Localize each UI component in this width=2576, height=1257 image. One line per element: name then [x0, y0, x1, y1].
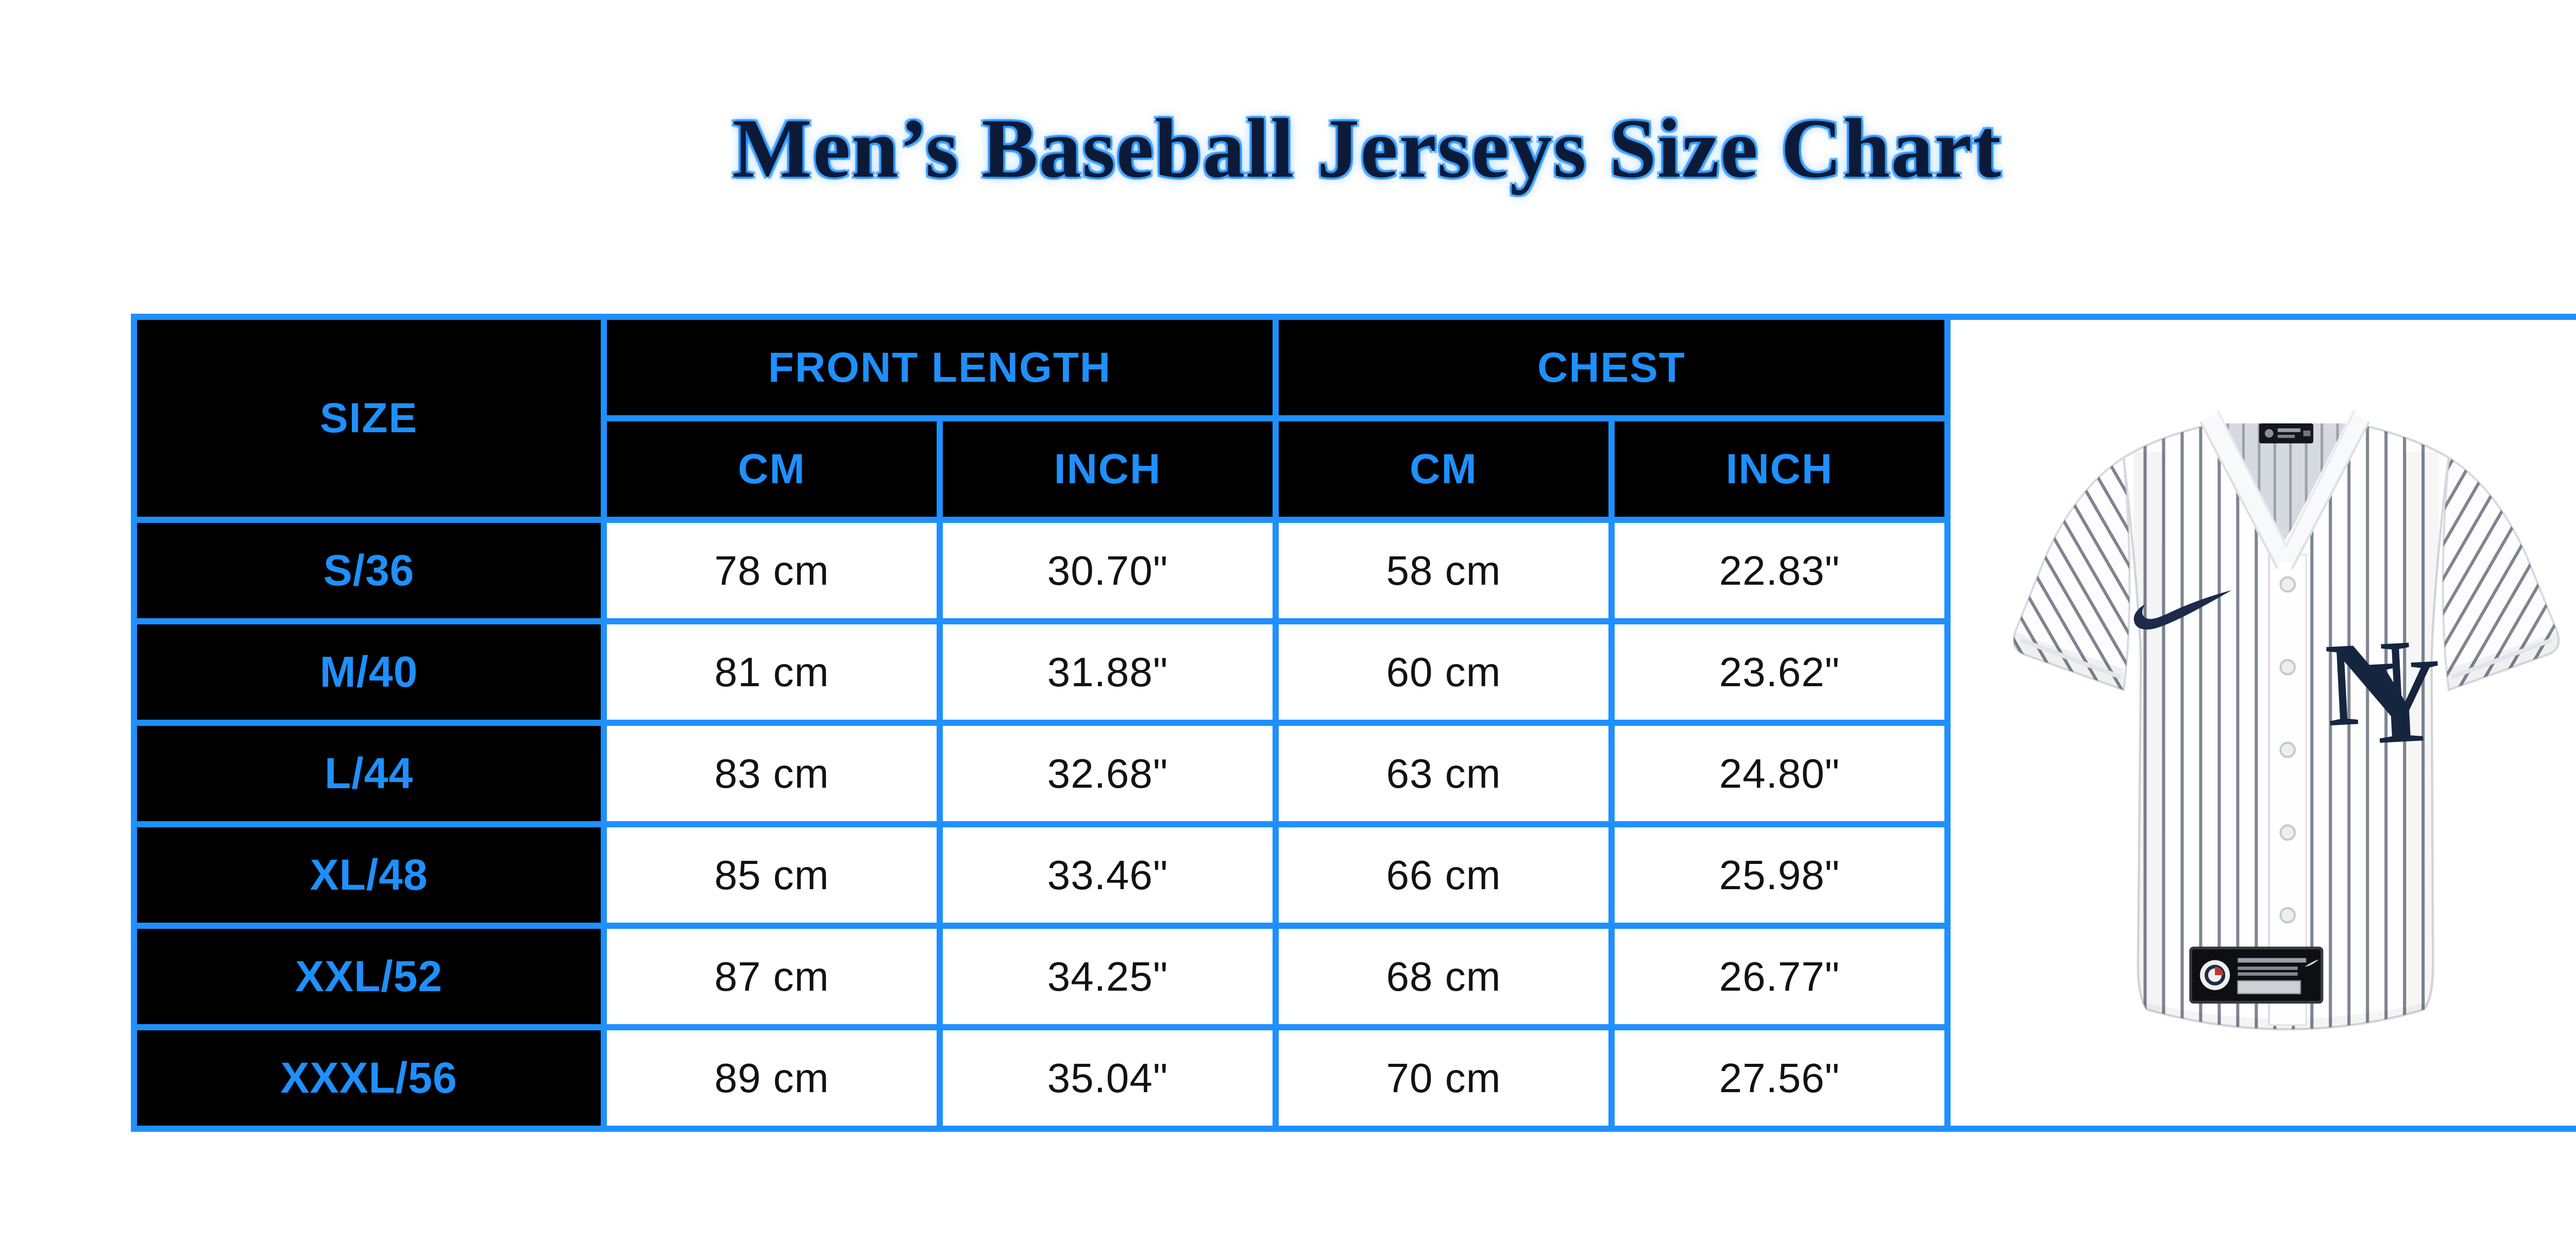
chest-cm-cell: 60 cm — [1279, 624, 1608, 720]
chest-inch-cell: 26.77" — [1615, 929, 1944, 1024]
front-length-cm-header: CM — [607, 421, 937, 517]
chest-inch-header: INCH — [1615, 421, 1944, 517]
jersey-neck-label — [2259, 423, 2314, 444]
page-title: Men’s Baseball Jerseys Size Chart — [732, 102, 2002, 195]
size-cell: M/40 — [137, 624, 601, 720]
size-cell: XL/48 — [137, 827, 601, 923]
monogram-letter-n: N — [2323, 615, 2416, 752]
size-cell: XXXL/56 — [137, 1030, 601, 1126]
front-length-inch-cell: 30.70" — [943, 523, 1273, 618]
size-chart-table: SIZE FRONT LENGTH CHEST CM INCH CM INCH — [131, 314, 2576, 1132]
nike-swoosh-icon — [2133, 590, 2232, 630]
front-length-inch-cell: 34.25" — [943, 929, 1273, 1024]
jersey-panel: N Y — [1951, 320, 2576, 1126]
size-cell: XXL/52 — [137, 929, 601, 1024]
chest-cm-cell: 68 cm — [1279, 929, 1608, 1024]
chest-inch-cell: 25.98" — [1615, 827, 1944, 923]
chest-cm-cell: 66 cm — [1279, 827, 1608, 923]
front-length-inch-cell: 31.88" — [943, 624, 1273, 720]
front-length-inch-header: INCH — [943, 421, 1273, 517]
chest-inch-cell: 23.62" — [1615, 624, 1944, 720]
front-length-cm-cell: 81 cm — [607, 624, 937, 720]
front-length-inch-cell: 32.68" — [943, 726, 1273, 821]
yankees-jersey-image: N Y — [1977, 363, 2576, 1096]
size-column-header: SIZE — [137, 320, 601, 517]
monogram-letter-y: Y — [2352, 634, 2445, 770]
ny-monogram: N Y — [2323, 615, 2445, 770]
front-length-cm-cell: 78 cm — [607, 523, 937, 618]
jersey-jock-tag — [2189, 946, 2324, 1004]
chest-cm-cell: 63 cm — [1279, 726, 1608, 821]
chest-inch-cell: 22.83" — [1615, 523, 1944, 618]
front-length-group-header: FRONT LENGTH — [607, 320, 1273, 415]
size-cell: L/44 — [137, 726, 601, 821]
chest-cm-cell: 70 cm — [1279, 1030, 1608, 1126]
size-cell: S/36 — [137, 523, 601, 618]
chest-cm-cell: 58 cm — [1279, 523, 1608, 618]
chest-inch-cell: 24.80" — [1615, 726, 1944, 821]
chest-cm-header: CM — [1279, 421, 1608, 517]
front-length-cm-cell: 87 cm — [607, 929, 937, 1024]
front-length-cm-cell: 85 cm — [607, 827, 937, 923]
front-length-cm-cell: 89 cm — [607, 1030, 937, 1126]
front-length-inch-cell: 33.46" — [943, 827, 1273, 923]
front-length-inch-cell: 35.04" — [943, 1030, 1273, 1126]
chest-inch-cell: 27.56" — [1615, 1030, 1944, 1126]
jersey-right-sleeve — [2309, 363, 2576, 794]
jersey-collar — [2199, 410, 2370, 570]
chest-group-header: CHEST — [1279, 320, 1944, 415]
front-length-cm-cell: 83 cm — [607, 726, 937, 821]
